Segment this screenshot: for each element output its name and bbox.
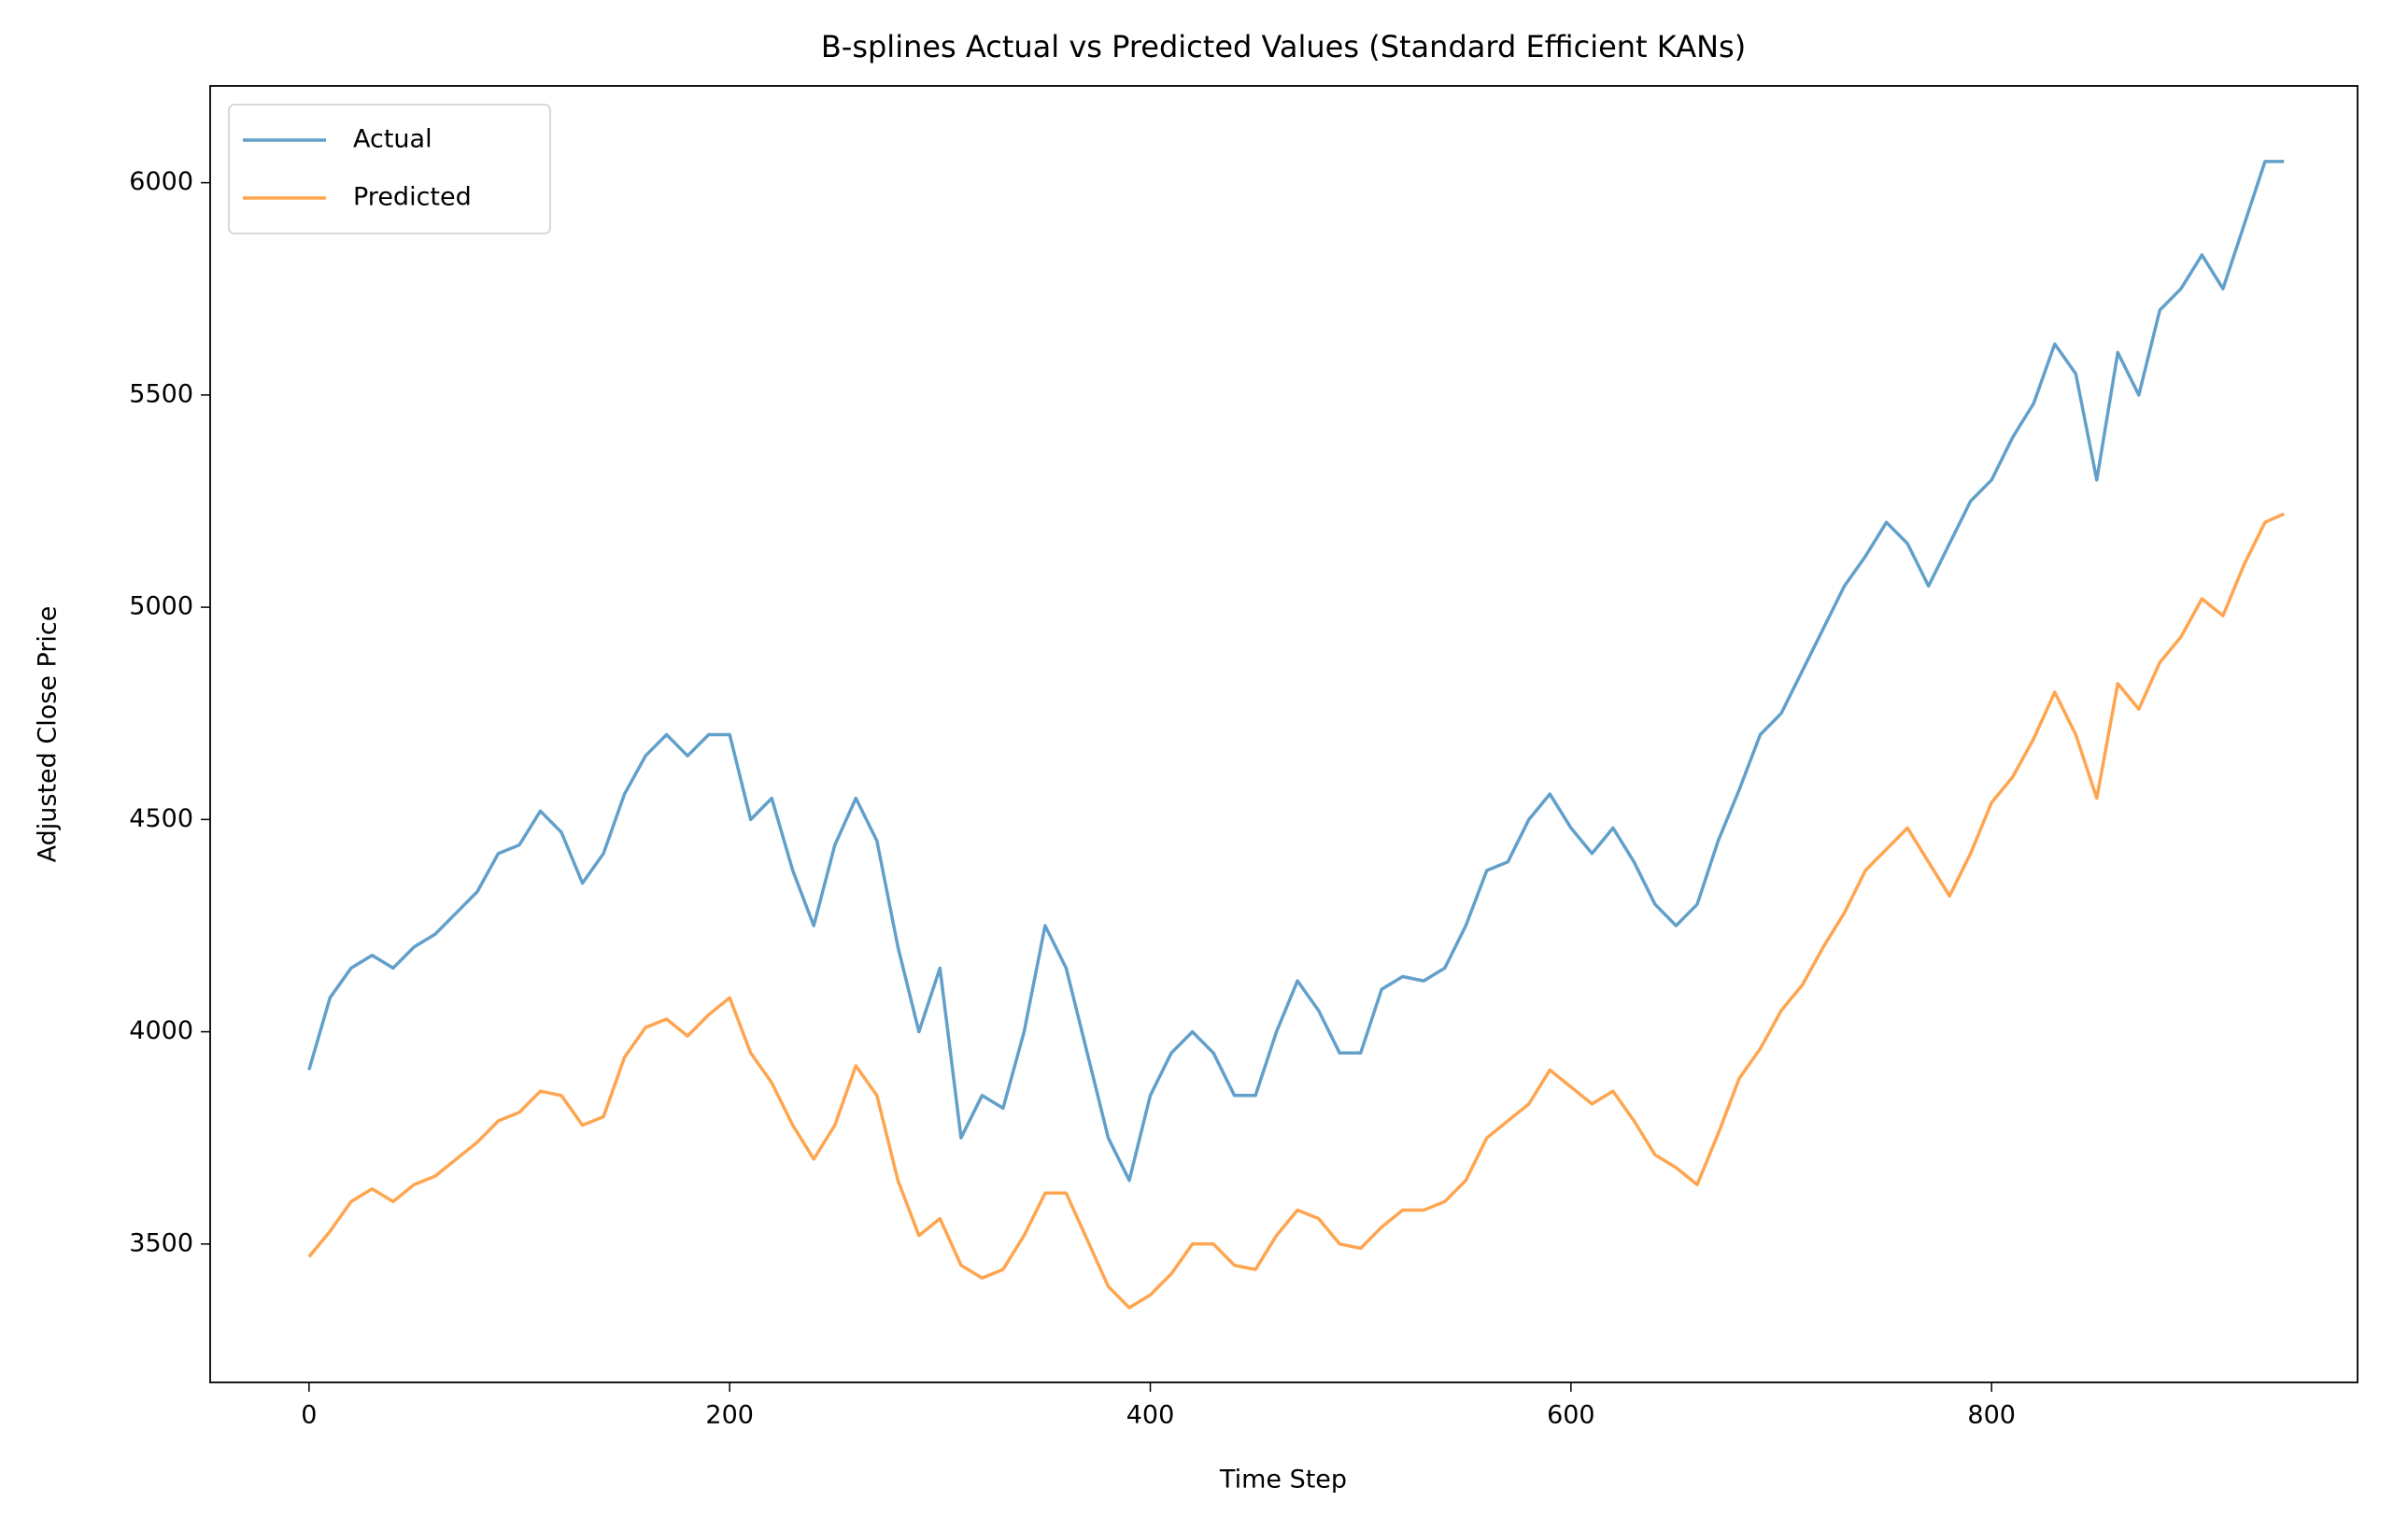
y-axis-label: Adjusted Close Price <box>34 606 63 863</box>
x-tick-label: 200 <box>705 1401 754 1430</box>
y-tick-label: 6000 <box>129 167 193 196</box>
legend-label: Predicted <box>353 183 472 212</box>
chart-title: B-splines Actual vs Predicted Values (St… <box>821 29 1746 64</box>
y-tick-label: 5500 <box>129 379 193 408</box>
legend-box <box>228 104 551 234</box>
y-tick-label: 4000 <box>129 1016 193 1045</box>
x-axis-label: Time Step <box>1219 1466 1347 1495</box>
series-line <box>307 160 2285 1183</box>
x-tick-label: 400 <box>1126 1401 1175 1430</box>
y-tick-label: 3500 <box>129 1228 193 1257</box>
y-tick-label: 4500 <box>129 804 193 833</box>
x-tick-label: 800 <box>1967 1401 2016 1430</box>
legend-label: Actual <box>353 125 432 154</box>
y-tick-label: 5000 <box>129 592 193 621</box>
plot-frame <box>209 85 2358 1383</box>
x-tick-label: 600 <box>1547 1401 1595 1430</box>
x-tick-label: 0 <box>301 1401 317 1430</box>
series-line <box>307 512 2285 1310</box>
